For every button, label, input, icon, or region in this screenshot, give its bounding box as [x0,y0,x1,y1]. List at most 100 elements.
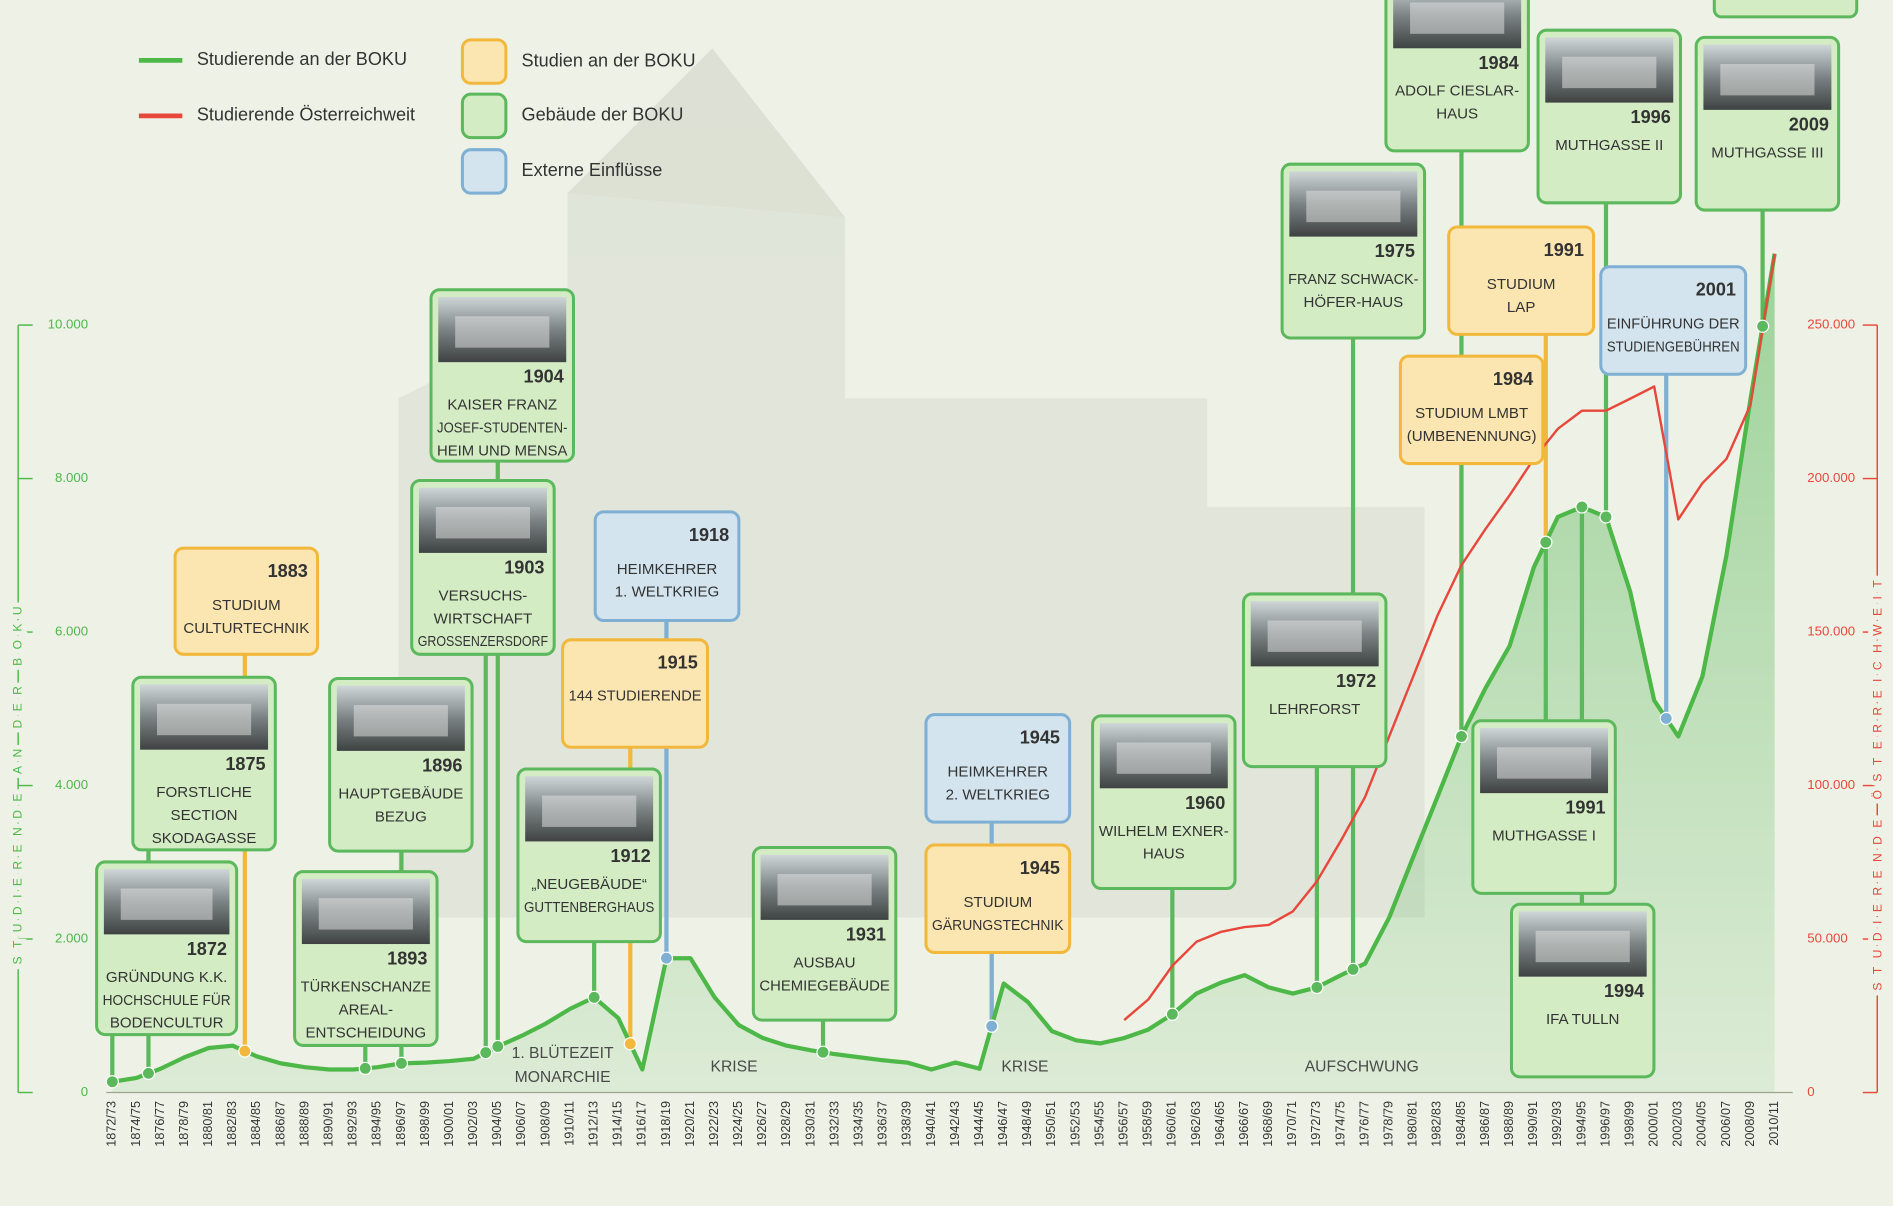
legend-swatch [460,38,508,85]
x-tick-label: 1918/19 [659,1101,673,1147]
event-dot [1165,1007,1179,1021]
photo-detail [1410,2,1505,34]
event-label: LEHRFORST [1269,701,1360,718]
event-year: 1904 [524,367,564,387]
event-label: GROSSENZERSDORF [418,633,548,650]
event-year: 1994 [1604,981,1644,1001]
x-tick-label: 1990/91 [1526,1101,1540,1147]
y-tick-label: 100.000 [1807,777,1855,792]
event-dot [1310,980,1324,995]
event-label: FRANZ SCHWACK- [1288,271,1418,288]
photo-detail [455,316,550,348]
event-box [1398,354,1545,466]
event-box [924,843,1072,954]
event-dot [479,1045,493,1060]
x-tick-label: 1882/83 [225,1101,239,1147]
x-tick-label: 1934/35 [852,1101,866,1147]
legend-label: Externe Einflüsse [522,160,663,180]
event-dot [1755,319,1770,333]
x-tick-label: 1978/79 [1382,1101,1396,1147]
event-dot [587,990,601,1004]
period-label: AUFSCHWUNG [1305,1058,1419,1075]
event-label: ADOLF CIESLAR- [1395,83,1519,100]
x-tick-label: 1896/97 [394,1101,408,1147]
x-tick-label: 1954/55 [1092,1101,1106,1147]
x-tick-label: 2000/01 [1647,1101,1661,1147]
y-tick-label: 4.000 [55,777,88,792]
x-tick-label: 1936/37 [876,1101,890,1147]
event-year: 1991 [1544,240,1584,260]
event-label: HEIM UND MENSA [437,442,568,459]
x-tick-label: 1998/99 [1622,1101,1636,1147]
x-tick-label: 1914/15 [611,1101,625,1147]
x-tick-label: 1950/51 [1044,1101,1058,1147]
period-label: KRISE [710,1058,757,1075]
event-label: IFA TULLN [1546,1011,1619,1028]
x-tick-label: 1992/93 [1550,1101,1564,1147]
y-tick-label: 8.000 [55,470,88,485]
x-tick-label: 1878/79 [177,1101,191,1147]
event-year: 1875 [225,754,265,774]
event-year: 1872 [187,939,227,959]
y-tick-label: 6.000 [55,624,88,639]
event-label: EINFÜHRUNG DER [1607,315,1740,333]
event-label: CHEMIEGEBÄUDE [759,977,889,994]
photo-detail [1496,747,1592,779]
x-tick-label: 1946/47 [996,1101,1010,1147]
x-tick-label: 1888/89 [297,1101,311,1147]
photo-detail [156,703,252,736]
x-tick-label: 1956/57 [1117,1101,1131,1147]
event-label: 144 STUDIERENDE [569,688,702,705]
x-tick-label: 1876/77 [153,1101,167,1147]
event-label: „NEUGEBÄUDE“ [531,876,647,893]
event-label: HÖFER-HAUS [1303,293,1403,311]
event-label: GÄRUNGSTECHNIK [932,917,1064,934]
legend-swatch [460,148,508,195]
event-dot [816,1045,830,1059]
event-dot [1346,962,1360,976]
x-tick-label: 1892/93 [346,1101,360,1147]
event-dot [1659,711,1673,726]
photo-detail [1267,620,1362,652]
event-label: GRÜNDUNG K.K. [106,968,227,986]
x-tick-label: 1904/05 [490,1101,504,1147]
event-dot [105,1075,119,1089]
event-label: STUDIUM [212,597,281,614]
y-tick-label: 2.000 [55,931,88,946]
event-label: CULTURTECHNIK [183,620,309,637]
event-year: 1984 [1493,369,1533,389]
event-label: KAISER FRANZ [447,397,557,414]
event-year: 1945 [1020,858,1060,878]
event-year: 1883 [268,561,308,581]
x-tick-label: 1900/01 [442,1101,456,1147]
x-tick-label: 1996/97 [1598,1101,1612,1147]
x-tick-label: 1880/81 [201,1101,215,1147]
y-tick-label: 10.000 [48,317,89,332]
x-tick-label: 1906/07 [514,1101,528,1147]
event-box [561,638,709,749]
event-label: WILHELM EXNER- [1099,823,1229,840]
legend-label: Studierende an der BOKU [197,49,407,69]
x-tick-label: 2006/07 [1719,1101,1733,1147]
x-tick-label: 1926/27 [755,1101,769,1147]
event-dot [238,1044,252,1058]
event-label: MUTHGASSE III [1711,144,1823,161]
axis-title: STUDIERENDE ÖSTERREICHWEIT [1871,572,1885,991]
x-tick-label: 1912/13 [586,1101,600,1147]
period-label: 1. BLÜTEZEIT [512,1044,614,1062]
series-line [111,253,1777,1084]
x-tick-label: 1890/91 [321,1101,335,1147]
event-label: HEIMKEHRER [617,561,718,578]
x-tick-label: 1872/73 [105,1101,119,1147]
event-label: AUSBAU [794,954,856,971]
event-dot [1575,500,1589,514]
x-tick-label: 1898/99 [418,1101,432,1147]
x-tick-label: 1932/33 [827,1101,841,1147]
event-year: 1912 [610,846,650,866]
event-dot [1599,510,1613,524]
x-tick-label: 1976/77 [1357,1101,1371,1147]
event-label: HAUS [1436,106,1478,123]
event-box [173,546,320,656]
